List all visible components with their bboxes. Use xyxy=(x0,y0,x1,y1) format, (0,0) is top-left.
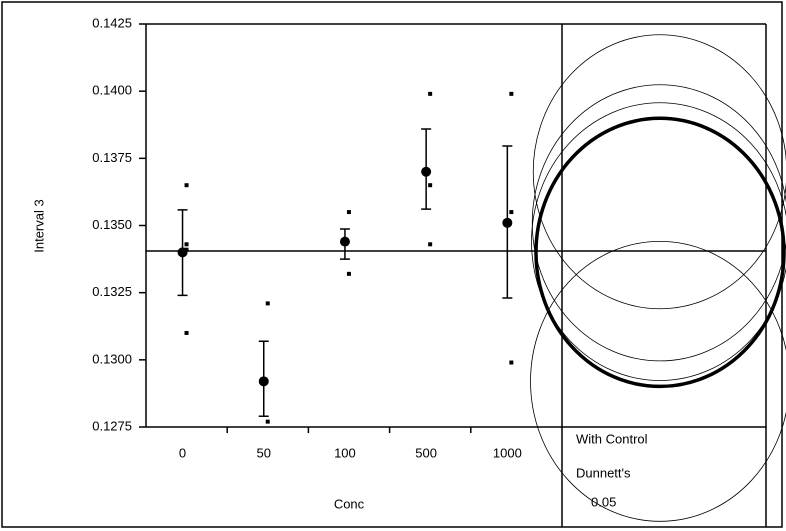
data-point xyxy=(265,301,270,306)
data-point xyxy=(428,242,433,247)
mean-marker xyxy=(421,166,432,177)
data-point xyxy=(509,360,514,365)
data-point xyxy=(184,330,189,335)
y-tick-label: 0.1275 xyxy=(92,418,132,433)
data-point xyxy=(509,91,514,96)
data-point xyxy=(428,91,433,96)
mean-marker xyxy=(177,247,188,258)
y-axis-label: Interval 3 xyxy=(31,199,46,252)
x-tick-label: 0 xyxy=(179,445,186,460)
y-tick-label: 0.1350 xyxy=(92,217,132,232)
mean-marker xyxy=(258,376,269,387)
comparison-label: Dunnett's xyxy=(576,465,631,480)
comparison-circle xyxy=(530,240,786,522)
y-tick-label: 0.1325 xyxy=(92,284,132,299)
y-tick-label: 0.1300 xyxy=(92,351,132,366)
data-point xyxy=(265,419,270,424)
x-tick-label: 1000 xyxy=(493,445,522,460)
data-point xyxy=(184,242,189,247)
data-point xyxy=(428,183,433,188)
comparison-label: With Control xyxy=(576,431,648,446)
comparison-circle xyxy=(531,102,786,381)
x-tick-label: 100 xyxy=(334,445,356,460)
y-tick-label: 0.1425 xyxy=(92,15,132,30)
mean-marker xyxy=(502,217,513,228)
comparison-label: 0.05 xyxy=(591,494,616,509)
y-tick-label: 0.1375 xyxy=(92,150,132,165)
mean-marker xyxy=(339,236,350,247)
comparison-circle xyxy=(531,84,786,362)
data-point xyxy=(346,210,351,215)
comparison-circle xyxy=(534,116,786,389)
x-tick-label: 500 xyxy=(415,445,437,460)
comparison-circle xyxy=(532,34,786,310)
data-point xyxy=(184,183,189,188)
x-axis-label: Conc xyxy=(334,496,365,511)
y-tick-label: 0.1400 xyxy=(92,83,132,98)
data-point xyxy=(509,210,514,215)
x-tick-label: 50 xyxy=(257,445,271,460)
data-point xyxy=(346,271,351,276)
